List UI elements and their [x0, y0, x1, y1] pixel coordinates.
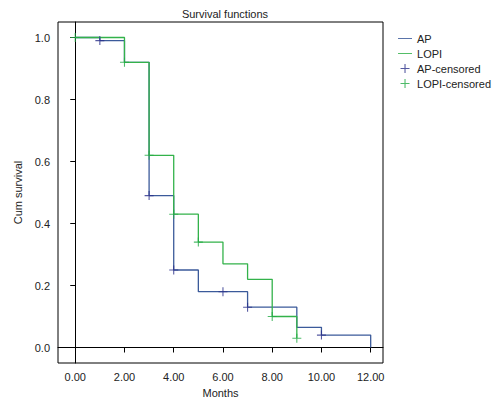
svg-text:AP-censored: AP-censored [417, 63, 481, 75]
svg-text:0.2: 0.2 [35, 280, 50, 292]
svg-text:LOPI: LOPI [417, 48, 442, 60]
svg-text:Survival functions: Survival functions [182, 8, 269, 20]
svg-text:4.00: 4.00 [163, 371, 184, 383]
svg-text:Cum survival: Cum survival [12, 161, 24, 225]
svg-text:2.00: 2.00 [114, 371, 135, 383]
svg-text:AP: AP [417, 33, 432, 45]
svg-text:Months: Months [202, 387, 239, 399]
svg-text:0.8: 0.8 [35, 94, 50, 106]
svg-text:8.00: 8.00 [261, 371, 282, 383]
svg-text:0.00: 0.00 [65, 371, 86, 383]
svg-text:0.0: 0.0 [35, 342, 50, 354]
svg-text:12.00: 12.00 [357, 371, 385, 383]
svg-text:0.6: 0.6 [35, 156, 50, 168]
svg-text:LOPI-censored: LOPI-censored [417, 78, 491, 90]
svg-text:6.00: 6.00 [212, 371, 233, 383]
svg-text:0.4: 0.4 [35, 218, 50, 230]
svg-text:10.00: 10.00 [308, 371, 336, 383]
svg-text:1.0: 1.0 [35, 32, 50, 44]
